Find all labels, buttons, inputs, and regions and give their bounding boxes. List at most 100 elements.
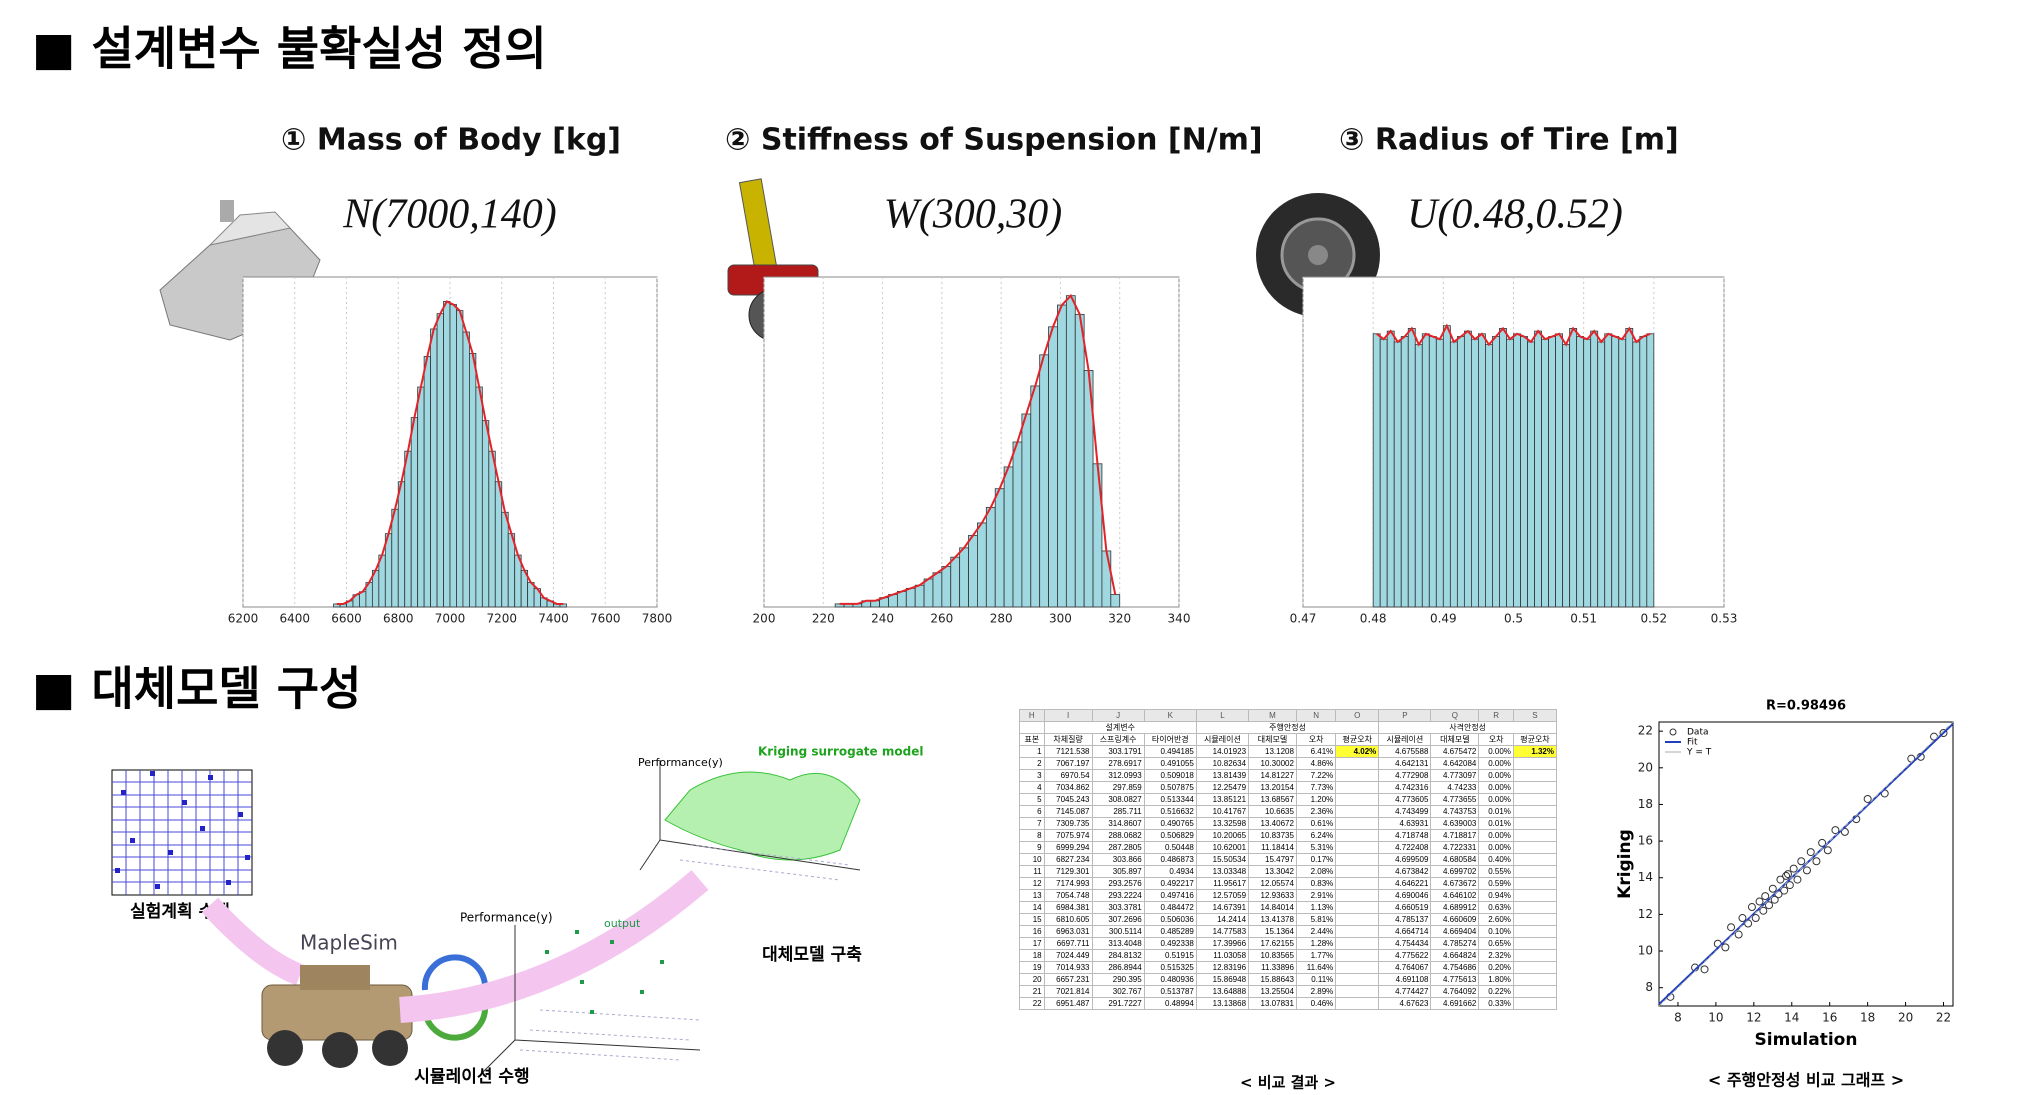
table-row: 13 7054.748 293.2224 0.497416 12.57059 12.936… <box>1019 889 1558 902</box>
table-cell <box>1512 913 1558 926</box>
bar <box>1478 333 1486 608</box>
legend-label: Data <box>1687 728 1709 738</box>
table-cell: 4.722331 <box>1430 841 1480 854</box>
table-cell: 19 <box>1019 961 1045 974</box>
bar <box>1611 336 1620 608</box>
table-cell: 4.764092 <box>1430 985 1480 998</box>
y-tick-label: 22 <box>1638 724 1653 738</box>
table-cell <box>1512 769 1558 782</box>
bar <box>1386 330 1395 608</box>
table-cell: 0.507875 <box>1143 781 1197 794</box>
table-cell: 291.7227 <box>1091 997 1145 1010</box>
arrow <box>201 897 305 986</box>
table-cell: 11.18414 <box>1248 841 1297 854</box>
table-cell: 0.22% <box>1478 985 1514 998</box>
table-cell: 0.490765 <box>1143 817 1197 830</box>
table-cell: 13.32598 <box>1195 817 1250 830</box>
point <box>1768 884 1777 893</box>
table-cell: 303.3781 <box>1091 901 1145 914</box>
bar <box>1428 336 1437 608</box>
table-cell: 278.6917 <box>1091 757 1145 770</box>
table-cell: 13.07831 <box>1248 997 1297 1010</box>
point <box>1797 857 1806 866</box>
table-cell: 2.91% <box>1295 889 1337 902</box>
table-cell <box>1512 997 1558 1010</box>
logo: MapleSim <box>300 931 398 955</box>
table-cell <box>1335 973 1380 986</box>
bar <box>1499 327 1507 608</box>
table-cell: 4.673842 <box>1378 865 1432 878</box>
table-cell <box>1335 937 1380 950</box>
table-cell: 4.754434 <box>1378 937 1432 950</box>
diagram-label: Kriging surrogate model <box>758 745 923 759</box>
table-cell: 4.691662 <box>1430 997 1480 1010</box>
x-tick-label: 7800 <box>642 612 673 626</box>
table-cell: 0.00% <box>1478 781 1514 794</box>
bar <box>488 450 496 608</box>
table-row: 8 7075.974 288.0682 0.506829 10.20065 10.8373… <box>1019 829 1558 842</box>
table-cell: 6657.231 <box>1043 973 1093 986</box>
table-cell: 오차 <box>1295 733 1337 746</box>
bar <box>1101 550 1112 608</box>
table-row: 22 6951.487 291.7227 0.48994 13.13868 13.0783… <box>1019 997 1558 1010</box>
table-cell: 4.690046 <box>1378 889 1432 902</box>
table-cell: 11.64% <box>1295 961 1337 974</box>
table-cell: 293.2224 <box>1091 889 1145 902</box>
vehicle-diagram <box>261 965 413 1068</box>
x-tick-label: 6600 <box>331 612 362 626</box>
bar <box>1449 341 1458 608</box>
bar <box>507 533 516 608</box>
table-cell: 0.492217 <box>1143 877 1197 890</box>
table-cell: 설계변수 <box>1043 721 1197 734</box>
table-cell: 7034.862 <box>1043 781 1093 794</box>
caption: < 주행안정성 비교 그래프 > <box>1708 1071 1904 1090</box>
table-cell: N <box>1295 709 1337 722</box>
bar <box>1506 338 1514 608</box>
bar <box>968 534 978 608</box>
table-row: 10 6827.234 303.866 0.486873 15.50534 15.4797… <box>1019 853 1558 866</box>
bar <box>932 572 943 608</box>
table-cell <box>1335 853 1380 866</box>
bar <box>443 301 451 608</box>
table-cell: 0.61% <box>1295 817 1337 830</box>
table-cell: 6984.381 <box>1043 901 1093 914</box>
table-cell: 305.897 <box>1091 865 1145 878</box>
table-cell: 5 <box>1019 793 1045 806</box>
table-cell: 스프링계수 <box>1091 733 1145 746</box>
table-cell: 12.25479 <box>1195 781 1250 794</box>
table-cell: 0.65% <box>1478 937 1514 950</box>
table-cell: 1.20% <box>1295 793 1337 806</box>
x-tick-label: 260 <box>930 612 953 626</box>
table-cell: P <box>1378 709 1432 722</box>
y-tick-label: 12 <box>1638 907 1653 921</box>
bar <box>1541 338 1549 608</box>
point <box>1751 914 1760 923</box>
table-cell: 17.62155 <box>1248 937 1297 950</box>
table-cell: 15.50534 <box>1195 853 1250 866</box>
x-tick-label: 0.51 <box>1570 612 1597 626</box>
table-cell: 0.494185 <box>1143 745 1197 758</box>
table-cell: 4.722408 <box>1378 841 1432 854</box>
table-cell <box>1335 841 1380 854</box>
table-cell: 4.639003 <box>1430 817 1480 830</box>
table-cell: 주행안정성 <box>1195 721 1380 734</box>
diagram-label: 대체모델 구축 <box>762 944 862 965</box>
3d-plot <box>479 925 701 1076</box>
bar <box>1555 333 1564 608</box>
table-cell: Q <box>1430 709 1480 722</box>
table-cell: 0.50448 <box>1143 841 1197 854</box>
bar <box>501 511 509 608</box>
bar <box>1618 338 1627 608</box>
y-tick-label: 20 <box>1638 760 1653 774</box>
table-cell: 11.03058 <box>1195 949 1250 962</box>
table-cell: 4.675472 <box>1430 745 1480 758</box>
table-row: 6 7145.087 285.711 0.516632 10.41767 10.6635 2… <box>1019 805 1558 818</box>
x-tick-label: 6200 <box>228 612 259 626</box>
table-cell: 0.40% <box>1478 853 1514 866</box>
table-cell: 302.767 <box>1091 985 1145 998</box>
table-cell <box>1512 985 1558 998</box>
x-tick-label: 0.47 <box>1290 612 1317 626</box>
table-cell: 사격안정성 <box>1378 721 1557 734</box>
table-cell <box>1335 997 1380 1010</box>
